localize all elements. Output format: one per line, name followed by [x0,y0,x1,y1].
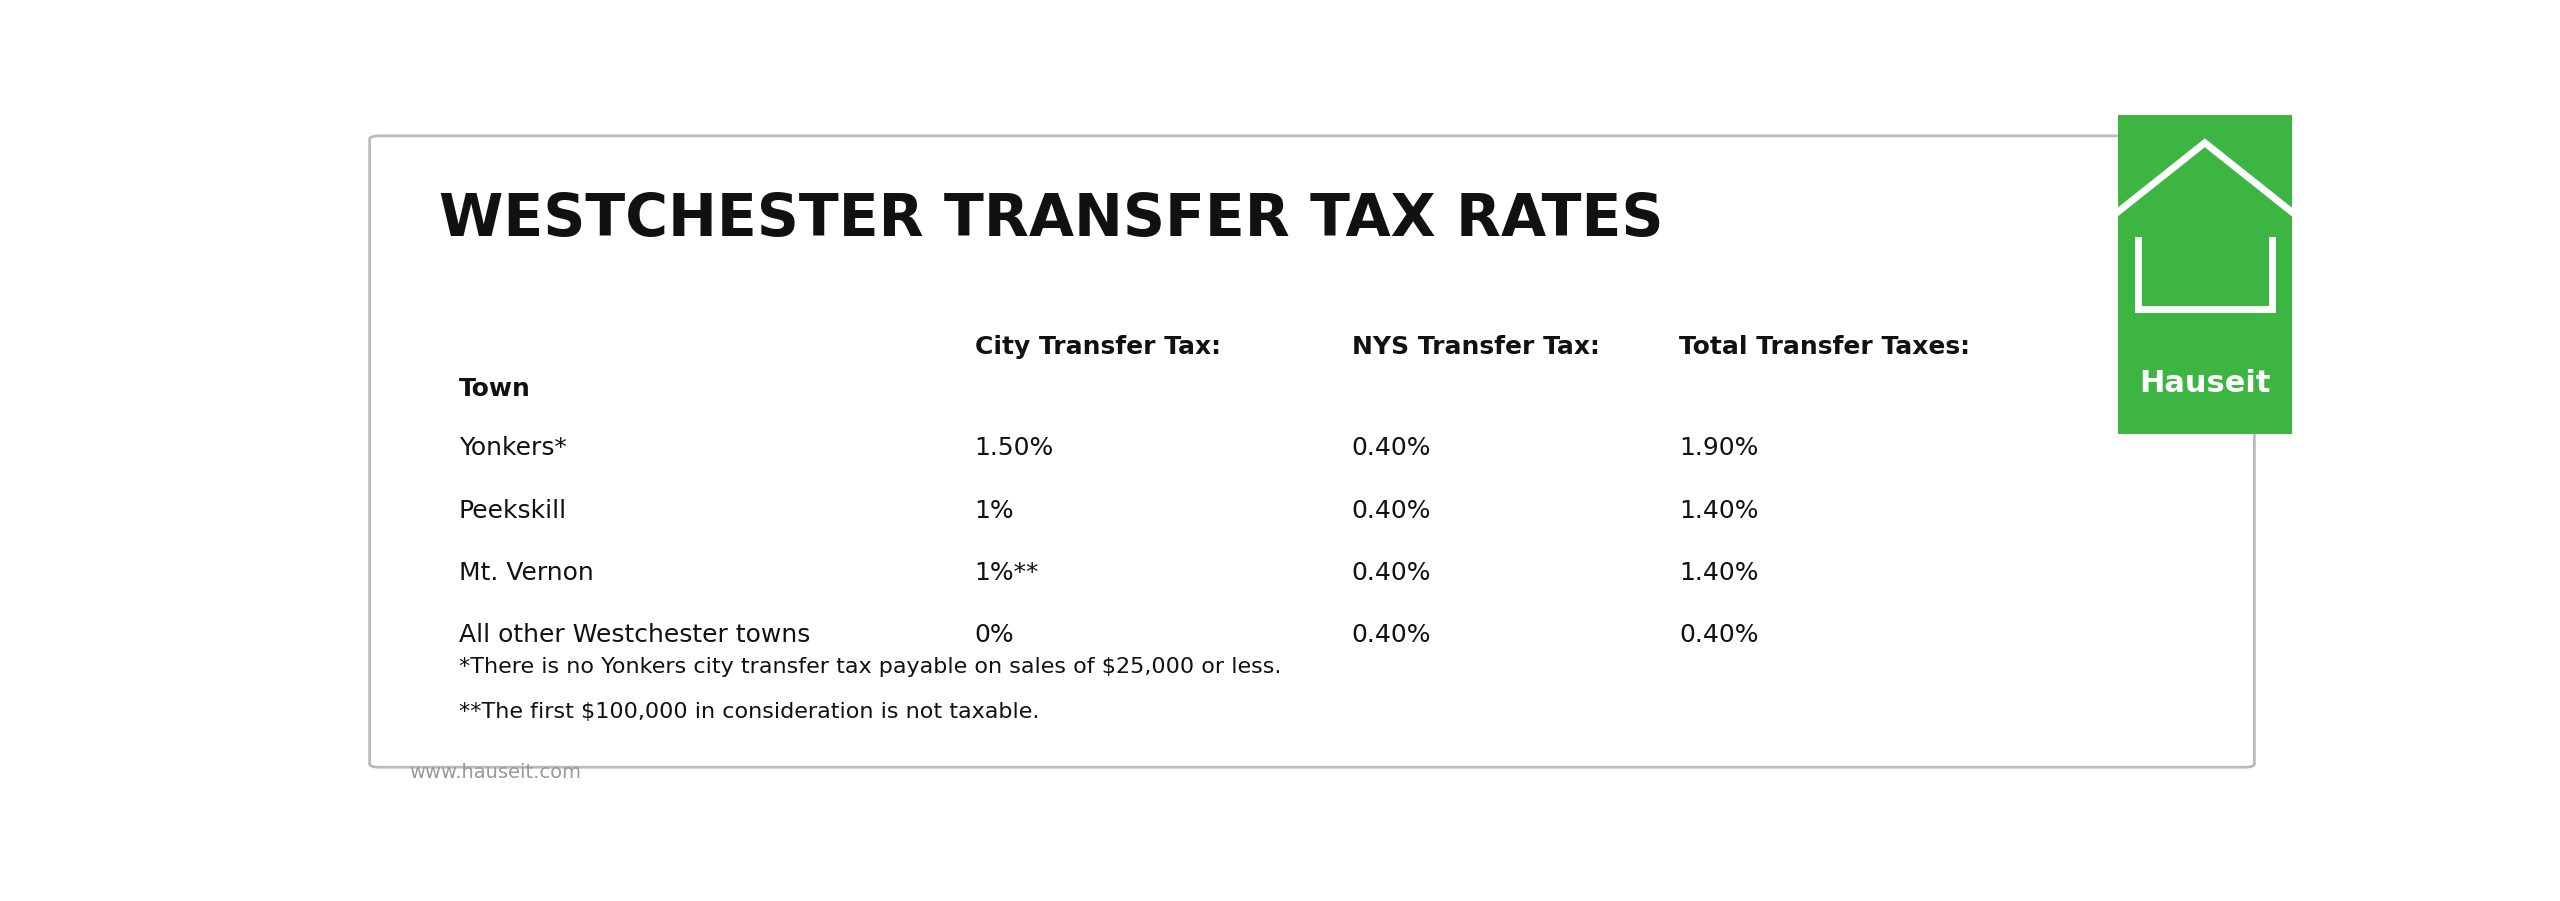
Text: **The first $100,000 in consideration is not taxable.: **The first $100,000 in consideration is… [458,702,1039,722]
Text: 0.40%: 0.40% [1352,436,1431,460]
Text: 1.90%: 1.90% [1679,436,1759,460]
Text: 0.40%: 0.40% [1679,623,1759,648]
Text: 1.40%: 1.40% [1679,561,1759,585]
Text: Peekskill: Peekskill [458,498,566,523]
Text: 0.40%: 0.40% [1352,623,1431,648]
Text: Yonkers*: Yonkers* [458,436,566,460]
Text: Town: Town [458,378,530,401]
Text: All other Westchester towns: All other Westchester towns [458,623,812,648]
Text: 0.40%: 0.40% [1352,498,1431,523]
Text: 1%: 1% [975,498,1014,523]
Text: City Transfer Tax:: City Transfer Tax: [975,335,1221,359]
Text: 1.40%: 1.40% [1679,498,1759,523]
Text: 0%: 0% [975,623,1014,648]
FancyBboxPatch shape [2117,115,2291,434]
Text: WESTCHESTER TRANSFER TAX RATES: WESTCHESTER TRANSFER TAX RATES [440,191,1664,248]
Text: *There is no Yonkers city transfer tax payable on sales of $25,000 or less.: *There is no Yonkers city transfer tax p… [458,657,1280,677]
Text: 0.40%: 0.40% [1352,561,1431,585]
Text: 1.50%: 1.50% [975,436,1055,460]
Text: Total Transfer Taxes:: Total Transfer Taxes: [1679,335,1971,359]
Text: 1%**: 1%** [975,561,1039,585]
Text: www.hauseit.com: www.hauseit.com [410,763,581,782]
Text: Mt. Vernon: Mt. Vernon [458,561,594,585]
Text: NYS Transfer Tax:: NYS Transfer Tax: [1352,335,1600,359]
Text: Hauseit: Hauseit [2140,369,2271,397]
FancyBboxPatch shape [369,136,2255,768]
